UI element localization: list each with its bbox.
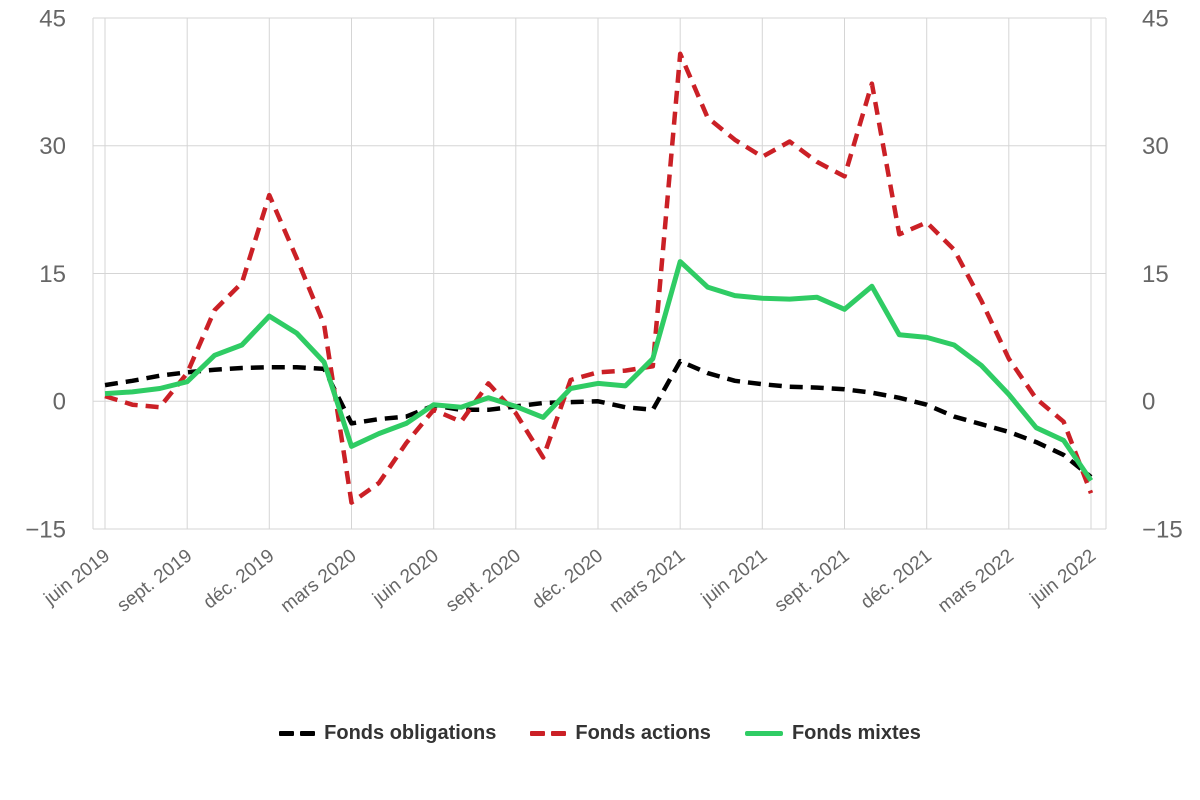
legend-item-fonds-mixtes[interactable]: Fonds mixtes: [744, 722, 921, 745]
dashed-line-swatch-black: [279, 731, 316, 736]
y-tick-label-left: −15: [25, 516, 66, 543]
x-tick-label: déc. 2019: [200, 545, 279, 613]
dash-segment: [551, 731, 567, 736]
x-tick-label: mars 2022: [934, 545, 1018, 617]
x-tick-label: sept. 2019: [113, 545, 196, 616]
x-tick-label: déc. 2020: [528, 545, 607, 613]
x-tick-label: déc. 2021: [857, 545, 936, 613]
y-tick-label-left: 45: [39, 5, 66, 32]
legend-label: Fonds obligations: [324, 722, 497, 744]
dash-segment: [530, 731, 546, 736]
dashed-line-swatch-red: [530, 731, 567, 736]
dash-segment: [300, 731, 316, 736]
y-tick-label-right: 15: [1142, 261, 1169, 288]
y-tick-label-right: 45: [1142, 5, 1169, 32]
legend-item-fonds-obligations[interactable]: Fonds obligations: [279, 722, 496, 745]
solid-line-swatch-green: [744, 731, 783, 736]
x-tick-label: juin 2020: [368, 545, 442, 610]
y-tick-label-left: 30: [39, 133, 66, 160]
series-line-fonds-obligations: [104, 358, 1093, 479]
series-line-fonds-actions: [104, 51, 1094, 505]
y-tick-label-right: 0: [1142, 389, 1155, 416]
y-tick-label-right: 30: [1142, 133, 1169, 160]
legend-label: Fonds mixtes: [791, 722, 921, 744]
x-tick-label: juin 2021: [697, 545, 771, 610]
y-tick-label-left: 0: [53, 389, 66, 416]
chart-legend: Fonds obligations Fonds actions Fonds mi…: [0, 722, 1200, 745]
legend-label: Fonds actions: [575, 722, 711, 744]
x-tick-label: sept. 2021: [771, 545, 854, 616]
x-tick-label: juin 2022: [1026, 545, 1100, 610]
y-tick-label-left: 15: [39, 261, 66, 288]
x-tick-label: mars 2020: [277, 545, 361, 617]
solid-segment: [744, 731, 783, 736]
x-tick-label: juin 2019: [40, 545, 114, 610]
legend-item-fonds-actions[interactable]: Fonds actions: [530, 722, 711, 745]
y-tick-label-right: −15: [1142, 516, 1183, 543]
x-tick-label: sept. 2020: [442, 545, 525, 616]
x-tick-label: mars 2021: [606, 545, 690, 617]
series-line-fonds-mixtes: [104, 259, 1094, 482]
dash-segment: [279, 731, 295, 736]
